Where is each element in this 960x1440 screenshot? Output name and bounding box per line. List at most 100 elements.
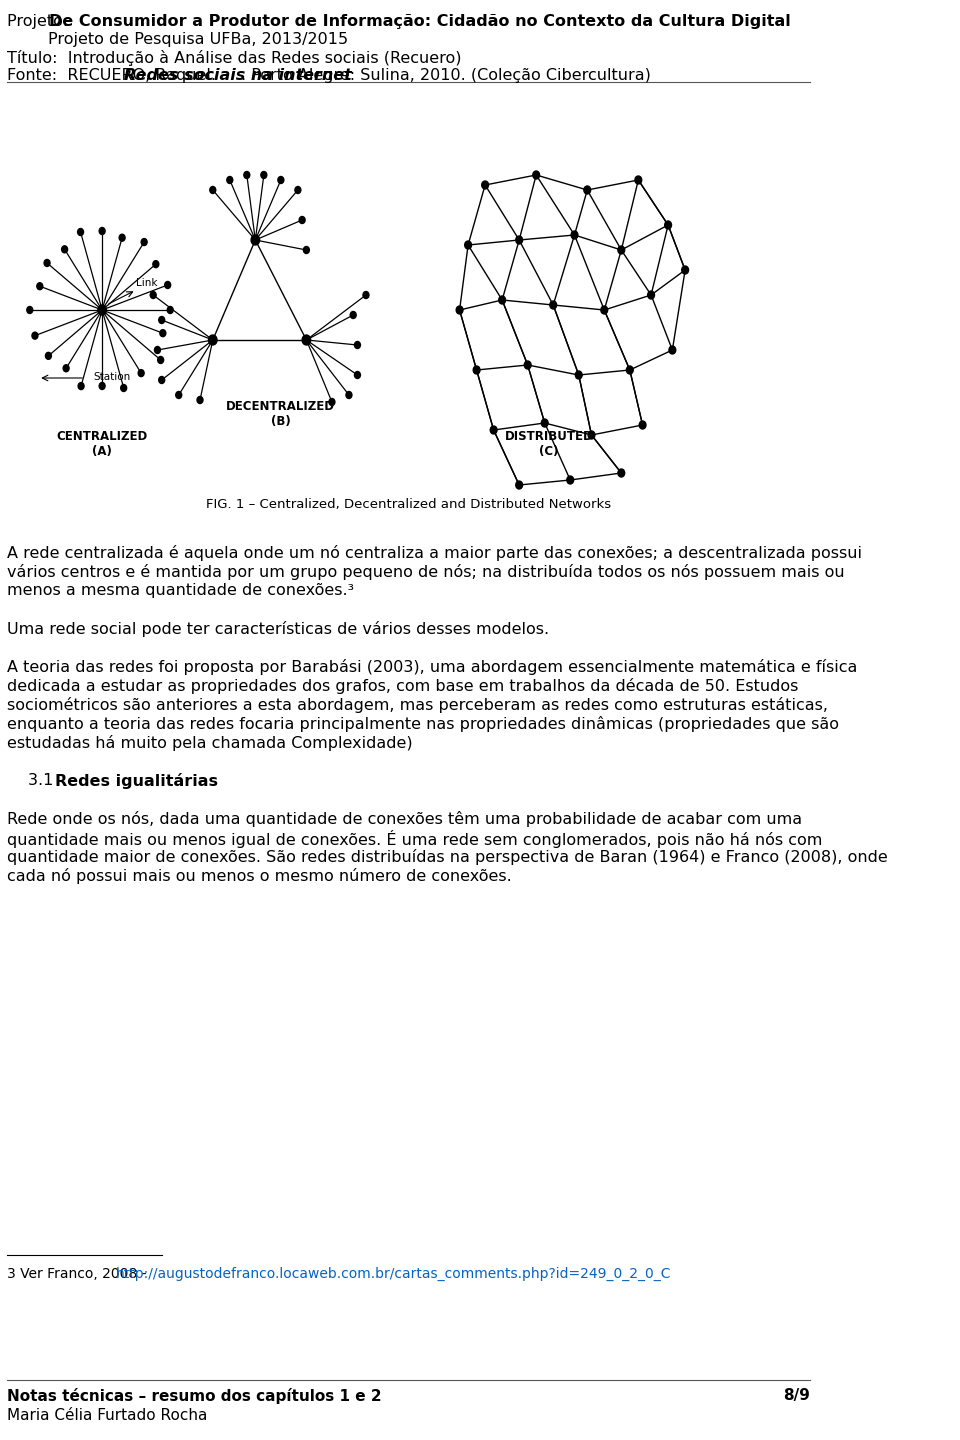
Circle shape — [350, 311, 356, 318]
Circle shape — [45, 353, 52, 360]
Circle shape — [36, 282, 43, 289]
Circle shape — [261, 171, 267, 179]
Circle shape — [302, 336, 311, 346]
Text: CENTRALIZED
(A): CENTRALIZED (A) — [57, 431, 148, 458]
Text: cada nó possui mais ou menos o mesmo número de conexões.: cada nó possui mais ou menos o mesmo núm… — [7, 868, 512, 884]
Circle shape — [141, 239, 147, 246]
Circle shape — [61, 246, 67, 253]
Circle shape — [524, 361, 531, 369]
Text: 3 Ver Franco, 2008 -: 3 Ver Franco, 2008 - — [7, 1267, 151, 1282]
Circle shape — [499, 297, 506, 304]
Circle shape — [165, 281, 171, 288]
Circle shape — [78, 383, 84, 390]
Circle shape — [516, 481, 522, 490]
Text: A rede centralizada é aquela onde um nó centraliza a maior parte das conexões; a: A rede centralizada é aquela onde um nó … — [7, 544, 862, 562]
Circle shape — [473, 366, 480, 374]
Circle shape — [363, 291, 369, 298]
Text: Projeto:: Projeto: — [7, 14, 73, 29]
Text: Notas técnicas – resumo dos capítulos 1 e 2: Notas técnicas – resumo dos capítulos 1 … — [7, 1388, 381, 1404]
Circle shape — [533, 171, 540, 179]
Circle shape — [482, 181, 489, 189]
Circle shape — [208, 336, 217, 346]
Text: Projeto de Pesquisa UFBa, 2013/2015: Projeto de Pesquisa UFBa, 2013/2015 — [7, 32, 348, 48]
Circle shape — [491, 426, 497, 433]
Circle shape — [346, 392, 352, 399]
Text: Link: Link — [136, 278, 157, 288]
Circle shape — [456, 307, 463, 314]
Circle shape — [176, 392, 181, 399]
Circle shape — [99, 228, 105, 235]
Circle shape — [584, 186, 590, 194]
Text: FIG. 1 – Centralized, Decentralized and Distributed Networks: FIG. 1 – Centralized, Decentralized and … — [206, 498, 612, 511]
Text: quantidade maior de conexões. São redes distribuídas na perspectiva de Baran (19: quantidade maior de conexões. São redes … — [7, 850, 888, 865]
Circle shape — [618, 246, 625, 253]
Circle shape — [588, 431, 595, 439]
Circle shape — [639, 420, 646, 429]
Text: 8/9: 8/9 — [783, 1388, 810, 1403]
Text: Maria Célia Furtado Rocha: Maria Célia Furtado Rocha — [7, 1408, 207, 1423]
Text: quantidade mais ou menos igual de conexões. É uma rede sem conglomerados, pois n: quantidade mais ou menos igual de conexõ… — [7, 829, 822, 848]
Text: DECENTRALIZED
(B): DECENTRALIZED (B) — [227, 400, 335, 428]
Text: DISTRIBUTED
(C): DISTRIBUTED (C) — [505, 431, 593, 458]
Circle shape — [138, 370, 144, 377]
Circle shape — [227, 177, 232, 183]
Circle shape — [153, 261, 158, 268]
Circle shape — [150, 291, 156, 298]
Circle shape — [158, 376, 165, 383]
Circle shape — [354, 372, 360, 379]
Text: Redes sociais na internet: Redes sociais na internet — [124, 68, 351, 84]
Text: Rede onde os nós, dada uma quantidade de conexões têm uma probabilidade de acaba: Rede onde os nós, dada uma quantidade de… — [7, 811, 802, 827]
Circle shape — [682, 266, 688, 274]
Circle shape — [210, 187, 216, 193]
Text: Station: Station — [94, 372, 131, 382]
Circle shape — [78, 229, 84, 236]
Circle shape — [566, 477, 574, 484]
Text: De Consumidor a Produtor de Informação: Cidadão no Contexto da Cultura Digital: De Consumidor a Produtor de Informação: … — [49, 14, 791, 29]
Text: Título:  Introdução à Análise das Redes sociais (Recuero): Título: Introdução à Análise das Redes s… — [7, 50, 462, 66]
Circle shape — [295, 187, 300, 193]
Circle shape — [465, 240, 471, 249]
Circle shape — [121, 384, 127, 392]
Circle shape — [244, 171, 250, 179]
Text: vários centros e é mantida por um grupo pequeno de nós; na distribuída todos os : vários centros e é mantida por um grupo … — [7, 564, 845, 580]
Circle shape — [669, 346, 676, 354]
Circle shape — [618, 469, 625, 477]
Text: menos a mesma quantidade de conexões.³: menos a mesma quantidade de conexões.³ — [7, 583, 354, 598]
Circle shape — [197, 396, 203, 403]
Text: estudadas há muito pela chamada Complexidade): estudadas há muito pela chamada Complexi… — [7, 734, 413, 752]
Circle shape — [571, 230, 578, 239]
Text: enquanto a teoria das redes focaria principalmente nas propriedades dinâmicas (p: enquanto a teoria das redes focaria prin… — [7, 716, 839, 732]
Text: Uma rede social pode ter características de vários desses modelos.: Uma rede social pode ter características… — [7, 621, 549, 636]
Circle shape — [119, 235, 125, 242]
Circle shape — [648, 291, 655, 300]
Circle shape — [354, 341, 360, 348]
Circle shape — [541, 419, 548, 428]
Circle shape — [158, 317, 165, 324]
Circle shape — [550, 301, 557, 310]
Text: http://augustodefranco.locaweb.com.br/cartas_comments.php?id=249_0_2_0_C: http://augustodefranco.locaweb.com.br/ca… — [116, 1267, 671, 1282]
Text: Redes igualitárias: Redes igualitárias — [56, 773, 218, 789]
Text: dedicada a estudar as propriedades dos grafos, com base em trabalhos da década d: dedicada a estudar as propriedades dos g… — [7, 678, 798, 694]
Text: Fonte:  RECUERO, Raquel.: Fonte: RECUERO, Raquel. — [7, 68, 221, 84]
Circle shape — [303, 246, 309, 253]
Text: A teoria das redes foi proposta por Barabási (2003), uma abordagem essencialment: A teoria das redes foi proposta por Bara… — [7, 660, 857, 675]
Circle shape — [601, 307, 608, 314]
Circle shape — [167, 307, 173, 314]
Text: sociométricos são anteriores a esta abordagem, mas perceberam as redes como estr: sociométricos são anteriores a esta abor… — [7, 697, 828, 713]
Circle shape — [575, 372, 582, 379]
Circle shape — [300, 216, 305, 223]
Circle shape — [516, 236, 522, 243]
Circle shape — [32, 333, 38, 340]
Circle shape — [252, 235, 259, 245]
Circle shape — [27, 307, 33, 314]
Circle shape — [635, 176, 641, 184]
Circle shape — [63, 364, 69, 372]
Circle shape — [277, 177, 284, 183]
Circle shape — [99, 383, 105, 389]
Text: . Porto Alegre: Sulina, 2010. (Coleção Cibercultura): . Porto Alegre: Sulina, 2010. (Coleção C… — [241, 68, 651, 84]
Circle shape — [44, 259, 50, 266]
Circle shape — [155, 347, 160, 353]
Circle shape — [160, 330, 166, 337]
Circle shape — [329, 399, 335, 406]
Text: 3.1: 3.1 — [28, 773, 63, 788]
